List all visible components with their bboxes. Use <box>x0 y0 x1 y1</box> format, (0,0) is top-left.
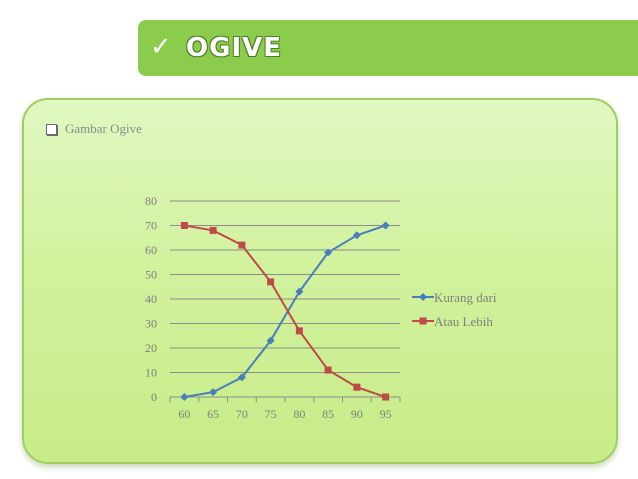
data-point <box>295 327 303 335</box>
x-tick-label: 65 <box>207 407 219 421</box>
slide-title: OGIVE <box>186 33 282 63</box>
x-tick-label: 60 <box>178 407 190 421</box>
data-point <box>381 221 390 230</box>
series-line-1 <box>184 224 386 398</box>
data-point <box>238 241 246 249</box>
data-point <box>180 222 188 229</box>
series-line-2 <box>184 224 386 398</box>
checkmark-icon: ✓ <box>150 32 172 62</box>
y-tick-label: 80 <box>145 194 157 208</box>
y-tick-label: 70 <box>145 219 157 233</box>
content-panel <box>22 98 618 464</box>
y-tick-label: 40 <box>145 292 157 306</box>
legend-marker <box>419 293 427 301</box>
data-point <box>209 388 218 397</box>
x-tick-label: 90 <box>351 407 363 421</box>
bullet-item: Gambar Ogive <box>46 121 142 137</box>
data-point <box>352 231 361 240</box>
x-tick-label: 85 <box>322 407 334 421</box>
x-tick-label: 95 <box>380 407 392 421</box>
title-banner: ✓ OGIVE <box>138 20 638 76</box>
y-tick-label: 0 <box>151 390 157 404</box>
data-point <box>209 226 217 234</box>
legend-label: Kurang dari <box>434 290 497 305</box>
x-tick-label: 80 <box>293 407 305 421</box>
y-tick-label: 50 <box>145 268 157 282</box>
data-point <box>237 373 246 382</box>
data-point <box>295 287 304 296</box>
square-bullet-icon <box>46 123 57 135</box>
data-point <box>324 248 333 257</box>
y-tick-label: 60 <box>145 243 157 257</box>
y-tick-label: 10 <box>145 366 157 380</box>
y-tick-label: 30 <box>145 317 157 331</box>
x-tick-label: 70 <box>236 407 248 421</box>
bullet-text: Gambar Ogive <box>65 121 142 136</box>
data-point <box>180 393 189 401</box>
data-point <box>324 366 332 374</box>
data-point <box>267 278 275 286</box>
data-point <box>382 393 390 401</box>
y-tick-label: 20 <box>145 341 157 355</box>
x-tick-label: 75 <box>265 407 277 421</box>
data-point <box>266 336 275 345</box>
data-point <box>353 383 361 391</box>
legend-marker <box>419 317 427 325</box>
legend-label: Atau Lebih <box>434 314 493 329</box>
